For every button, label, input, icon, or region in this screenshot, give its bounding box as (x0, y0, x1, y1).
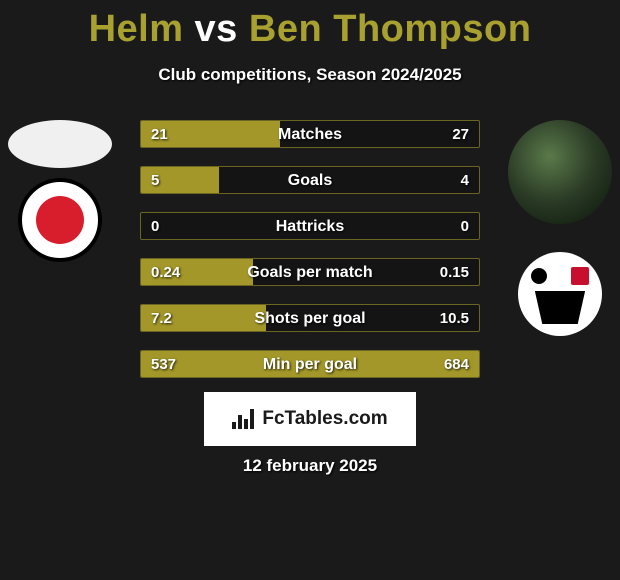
title-vs: vs (195, 8, 238, 50)
stat-label: Matches (141, 121, 479, 147)
shield-icon (571, 267, 589, 285)
subtitle: Club competitions, Season 2024/2025 (0, 65, 620, 85)
stat-bars: 21Matches27 5Goals4 0Hattricks0 0.24Goals p… (140, 120, 480, 396)
player1-club-badge (18, 178, 102, 262)
footer-date: 12 february 2025 (0, 456, 620, 476)
stat-row: 7.2Shots per goal10.5 (140, 304, 480, 332)
player2-club-badge (518, 252, 602, 336)
player1-avatar (8, 120, 112, 168)
stat-value-right: 27 (452, 121, 469, 147)
stat-label: Min per goal (141, 351, 479, 377)
page-title: Helm vs Ben Thompson (0, 0, 620, 51)
stat-label: Goals per match (141, 259, 479, 285)
stat-row: 5Goals4 (140, 166, 480, 194)
bar-chart-icon (232, 409, 256, 429)
player2-avatar (508, 120, 612, 224)
stat-row: 21Matches27 (140, 120, 480, 148)
stat-value-right: 0 (461, 213, 469, 239)
ball-icon (531, 268, 547, 284)
stat-row: 0.24Goals per match0.15 (140, 258, 480, 286)
stat-value-right: 4 (461, 167, 469, 193)
stat-label: Goals (141, 167, 479, 193)
stat-row: 0Hattricks0 (140, 212, 480, 240)
stat-row: 537Min per goal684 (140, 350, 480, 378)
brand-text: FcTables.com (262, 408, 387, 430)
stat-value-right: 10.5 (440, 305, 469, 331)
stat-value-right: 684 (444, 351, 469, 377)
stat-label: Hattricks (141, 213, 479, 239)
club-badge-body-icon (535, 291, 585, 325)
brand-badge: FcTables.com (204, 392, 416, 446)
title-player1: Helm (89, 8, 184, 50)
title-player2: Ben Thompson (249, 8, 532, 50)
club-badge-top-icon (531, 264, 590, 289)
stat-label: Shots per goal (141, 305, 479, 331)
stat-value-right: 0.15 (440, 259, 469, 285)
club-badge-inner-icon (36, 196, 84, 244)
